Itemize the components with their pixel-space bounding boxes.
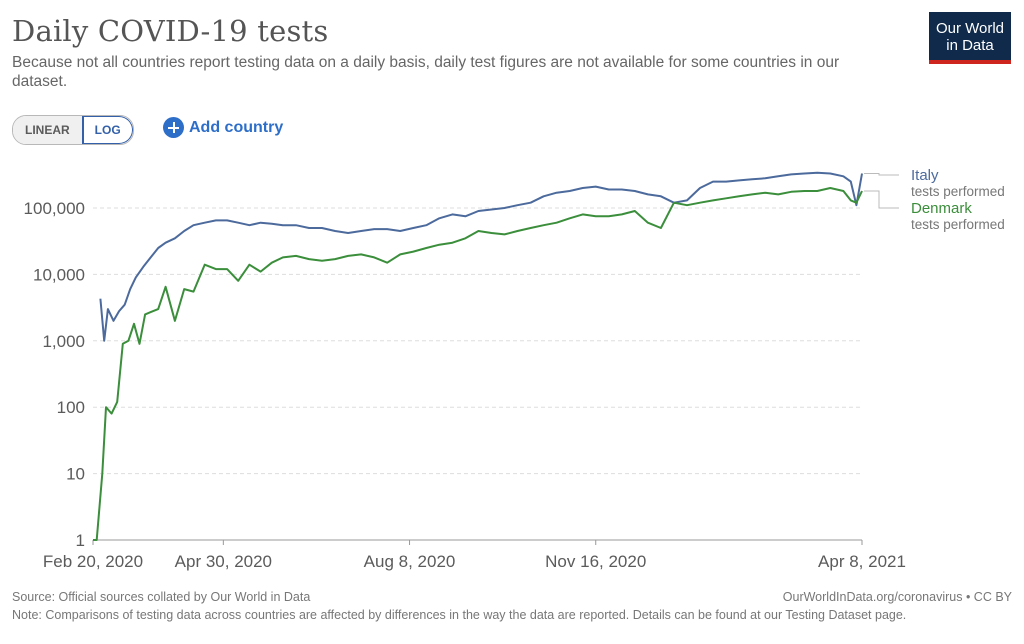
legend-connector <box>864 173 899 176</box>
y-tick-label: 100 <box>57 398 85 417</box>
legend-connector <box>864 190 899 209</box>
source-text[interactable]: Source: Official sources collated by Our… <box>12 590 311 604</box>
x-tick-label: Feb 20, 2020 <box>43 552 143 571</box>
chart-title: Daily COVID-19 tests <box>12 14 329 48</box>
scale-toggle[interactable]: LINEAR LOG <box>12 115 134 145</box>
x-tick-label: Nov 16, 2020 <box>545 552 646 571</box>
note-text: Note: Comparisons of testing data across… <box>12 608 907 622</box>
logo-line-2: in Data <box>946 37 994 54</box>
chart-subtitle: Because not all countries report testing… <box>12 54 840 90</box>
x-tick-label: Apr 30, 2020 <box>175 552 272 571</box>
add-country-label: Add country <box>189 118 284 136</box>
series-line-italy <box>99 171 863 342</box>
log-scale-button[interactable]: LOG <box>81 116 133 144</box>
legend-sublabel: tests performed <box>911 184 1005 199</box>
y-tick-label: 100,000 <box>24 199 85 218</box>
legend-label-italy: Italy <box>911 167 939 184</box>
plus-circle-icon <box>163 117 184 138</box>
x-tick-label: Aug 8, 2020 <box>364 552 456 571</box>
y-tick-label: 10,000 <box>33 265 85 284</box>
add-country-button[interactable]: Add country <box>163 117 283 138</box>
logo-line-1: Our World <box>935 20 1005 37</box>
linear-scale-button[interactable]: LINEAR <box>13 116 82 144</box>
owid-logo[interactable]: Our World in Data <box>929 12 1011 64</box>
legend-sublabel: tests performed <box>911 217 1005 232</box>
y-tick-label: 1,000 <box>42 332 85 351</box>
legend-label-denmark: Denmark <box>911 200 972 217</box>
y-tick-label: 1 <box>76 531 85 550</box>
line-chart: 1 10 100 1,000 10,000 100,000 Feb 20, 2020 Apr … <box>24 167 1005 571</box>
y-tick-label: 10 <box>66 465 85 484</box>
attribution-text[interactable]: OurWorldInData.org/coronavirus • CC BY <box>782 590 1012 604</box>
series-line-denmark <box>93 187 863 541</box>
x-tick-label: Apr 8, 2021 <box>818 552 906 571</box>
